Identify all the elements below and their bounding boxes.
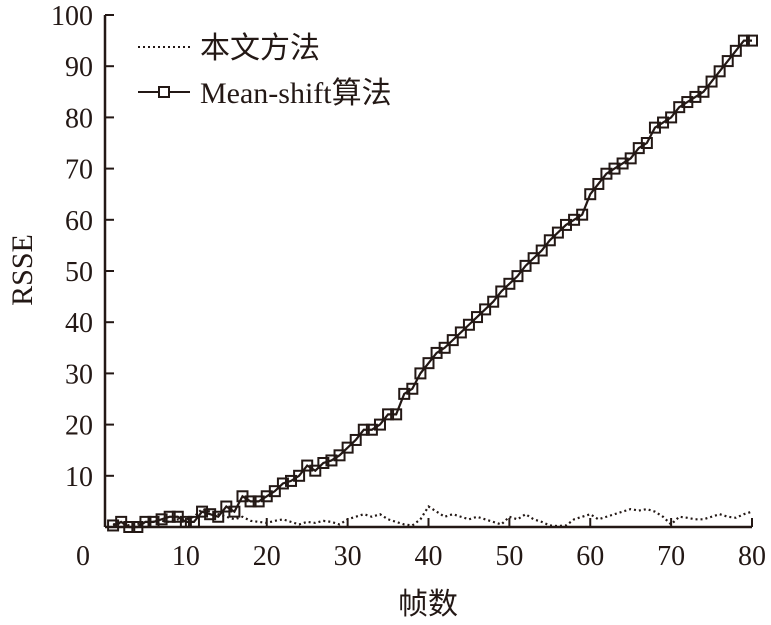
data-point-meanshift <box>438 341 451 354</box>
data-point-meanshift <box>551 226 564 239</box>
data-point-meanshift <box>163 510 176 523</box>
series-line-meanshift <box>112 39 752 529</box>
data-point-meanshift <box>155 513 168 526</box>
data-point-meanshift <box>624 152 637 165</box>
data-point-meanshift <box>737 34 750 47</box>
x-tick-label: 20 <box>253 541 281 572</box>
y-tick-label: 20 <box>65 411 93 442</box>
data-point-meanshift <box>495 285 508 298</box>
data-point-meanshift <box>640 137 653 149</box>
data-point-meanshift <box>576 208 589 221</box>
data-point-meanshift <box>503 277 516 290</box>
data-point-meanshift <box>196 505 209 518</box>
y-tick-label: 80 <box>65 103 93 134</box>
y-tick-label: 90 <box>65 52 93 83</box>
data-point-meanshift <box>204 508 217 521</box>
data-point-meanshift <box>357 423 370 436</box>
y-axis-label: RSSE <box>6 234 39 306</box>
x-tick-label: 10 <box>172 541 200 572</box>
data-point-meanshift <box>746 34 758 47</box>
data-point-meanshift <box>487 295 500 308</box>
x-tick-label: 80 <box>738 541 766 572</box>
data-point-meanshift <box>276 477 289 490</box>
data-point-meanshift <box>390 408 403 421</box>
data-point-meanshift <box>705 75 718 88</box>
data-point-meanshift <box>333 449 346 462</box>
data-point-meanshift <box>414 367 427 380</box>
data-point-meanshift <box>107 519 120 532</box>
data-point-meanshift <box>268 485 281 498</box>
x-tick-label: 60 <box>576 541 604 572</box>
y-tick-label: 100 <box>51 1 93 32</box>
y-tick-label: 10 <box>65 462 93 493</box>
data-point-meanshift <box>309 464 322 477</box>
data-point-meanshift <box>147 515 160 528</box>
data-point-meanshift <box>462 318 475 331</box>
data-point-meanshift <box>179 515 192 528</box>
legend-label-proposed: 本文方法 <box>200 32 320 65</box>
y-tick-label: 40 <box>65 308 93 339</box>
data-point-meanshift <box>665 111 678 124</box>
data-point-meanshift <box>406 382 419 395</box>
data-point-meanshift <box>527 252 540 265</box>
x-tick-label: 30 <box>334 541 362 572</box>
data-point-meanshift <box>123 521 136 533</box>
data-point-meanshift <box>584 188 597 201</box>
x-axis-label: 帧数 <box>398 588 458 621</box>
data-point-meanshift <box>535 244 548 257</box>
x-tick-label: 50 <box>495 541 523 572</box>
data-point-meanshift <box>422 357 435 370</box>
data-point-meanshift <box>479 303 492 316</box>
data-point-meanshift <box>187 515 200 528</box>
data-point-meanshift <box>244 495 257 508</box>
legend-marker-meanshift <box>158 86 170 98</box>
y-tick-label: 70 <box>65 155 93 186</box>
data-point-meanshift <box>382 408 395 421</box>
y-tick-label: 60 <box>65 206 93 237</box>
legend: 本文方法 Mean-shift算法 <box>138 32 392 110</box>
series-line-proposed <box>112 505 753 528</box>
data-point-meanshift <box>293 469 306 482</box>
x-tick-label: 0 <box>76 541 90 572</box>
data-point-meanshift <box>373 418 386 431</box>
data-point-meanshift <box>228 505 241 518</box>
x-tick-label: 40 <box>415 541 443 572</box>
data-point-meanshift <box>317 457 330 469</box>
data-point-meanshift <box>471 311 484 324</box>
data-point-meanshift <box>592 177 605 190</box>
legend-label-meanshift: Mean-shift算法 <box>200 77 392 110</box>
y-tick-label: 50 <box>65 257 93 288</box>
data-point-meanshift <box>721 55 734 68</box>
data-point-meanshift <box>511 270 524 283</box>
data-point-meanshift <box>519 259 532 272</box>
data-point-meanshift <box>212 510 225 523</box>
data-point-meanshift <box>446 334 459 347</box>
data-point-meanshift <box>349 433 362 446</box>
data-point-meanshift <box>697 85 710 98</box>
data-point-meanshift <box>341 441 354 454</box>
y-tick-label: 30 <box>65 359 93 390</box>
data-point-meanshift <box>454 326 467 339</box>
data-point-meanshift <box>139 515 152 528</box>
data-point-meanshift <box>729 44 742 57</box>
data-point-meanshift <box>543 234 556 247</box>
x-tick-label: 70 <box>657 541 685 572</box>
data-point-meanshift <box>713 65 726 78</box>
